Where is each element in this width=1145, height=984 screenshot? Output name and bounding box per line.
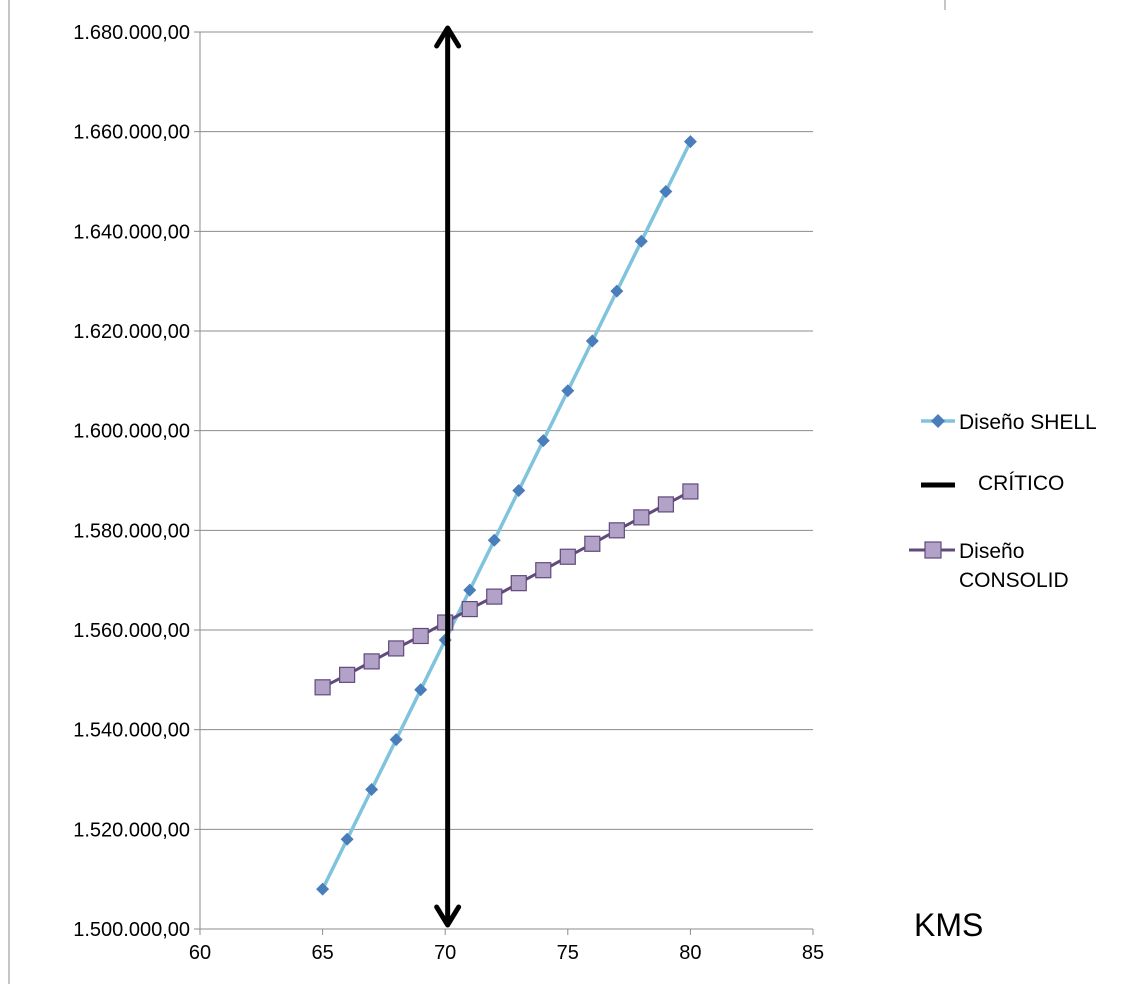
legend-marker-shell — [931, 414, 945, 428]
legend-label-consolid-line2: CONSOLID — [959, 569, 1069, 592]
consolid-data-point — [584, 535, 601, 552]
consolid-data-point — [339, 666, 356, 683]
shell-data-point — [610, 284, 624, 298]
shell-data-point — [389, 733, 403, 747]
consolid-data-point — [608, 522, 625, 539]
x-axis-unit-label: KMS — [914, 907, 983, 943]
legend: Diseño SHELL CRÍTICO Diseño CONSOLID — [909, 411, 1097, 592]
shell-data-point — [463, 583, 477, 597]
consolid-data-point — [461, 600, 478, 618]
critical-arrowhead-bottom — [434, 904, 462, 928]
consolid-data-point — [682, 483, 699, 500]
y-tick-label: 1.500.000,00 — [73, 919, 190, 941]
y-tick-label: 1.560.000,00 — [73, 620, 190, 642]
y-tick-label: 1.600.000,00 — [73, 421, 190, 443]
shell-data-point — [487, 533, 501, 547]
shell-data-point — [365, 782, 379, 796]
shell-data-point — [634, 234, 648, 248]
consolid-data-point — [559, 548, 576, 565]
shell-data-point — [659, 184, 673, 198]
shell-data-point — [316, 882, 330, 896]
legend-label-shell: Diseño SHELL — [959, 411, 1097, 434]
consolid-data-point — [314, 679, 331, 696]
critical-arrowhead-top — [434, 25, 462, 49]
legend-label-consolid-line1: Diseño — [959, 540, 1024, 563]
x-tick-label: 60 — [189, 942, 211, 964]
y-tick-label: 1.680.000,00 — [73, 22, 190, 44]
series-line-shell — [320, 139, 693, 891]
consolid-data-point — [633, 509, 650, 526]
y-tick-label: 1.660.000,00 — [73, 122, 190, 144]
y-tick-label: 1.640.000,00 — [73, 221, 190, 243]
shell-data-point — [585, 334, 599, 348]
consolid-data-point — [510, 575, 527, 592]
critical-line-layer — [434, 25, 462, 928]
y-tick-label: 1.620.000,00 — [73, 321, 190, 343]
shell-data-point — [683, 135, 697, 149]
x-tick-label: 70 — [434, 942, 456, 964]
x-tick-label: 85 — [802, 942, 824, 964]
legend-marker-consolid — [924, 541, 942, 559]
y-tick-label: 1.520.000,00 — [73, 819, 190, 841]
x-tick-label: 80 — [679, 942, 701, 964]
consolid-data-point — [657, 496, 674, 513]
legend-label-critico: CRÍTICO — [978, 472, 1064, 495]
consolid-data-point — [388, 640, 405, 657]
series-line-consolid — [321, 489, 692, 689]
consolid-data-point — [412, 627, 429, 645]
x-tick-label: 75 — [557, 942, 579, 964]
series-layer — [314, 135, 699, 896]
shell-data-point — [414, 683, 428, 697]
axes: 1.500.000,00 1.520.000,00 1.540.000,00 1.56… — [73, 22, 824, 964]
consolid-data-point — [363, 653, 380, 670]
x-tick-label: 65 — [311, 942, 333, 964]
consolid-data-point — [486, 588, 503, 605]
shell-data-point — [561, 384, 575, 398]
y-tick-label: 1.540.000,00 — [73, 720, 190, 742]
shell-data-point — [512, 483, 526, 497]
consolid-data-point — [535, 562, 552, 579]
shell-data-point — [536, 434, 550, 448]
y-tick-label: 1.580.000,00 — [73, 520, 190, 542]
shell-data-point — [340, 832, 354, 846]
